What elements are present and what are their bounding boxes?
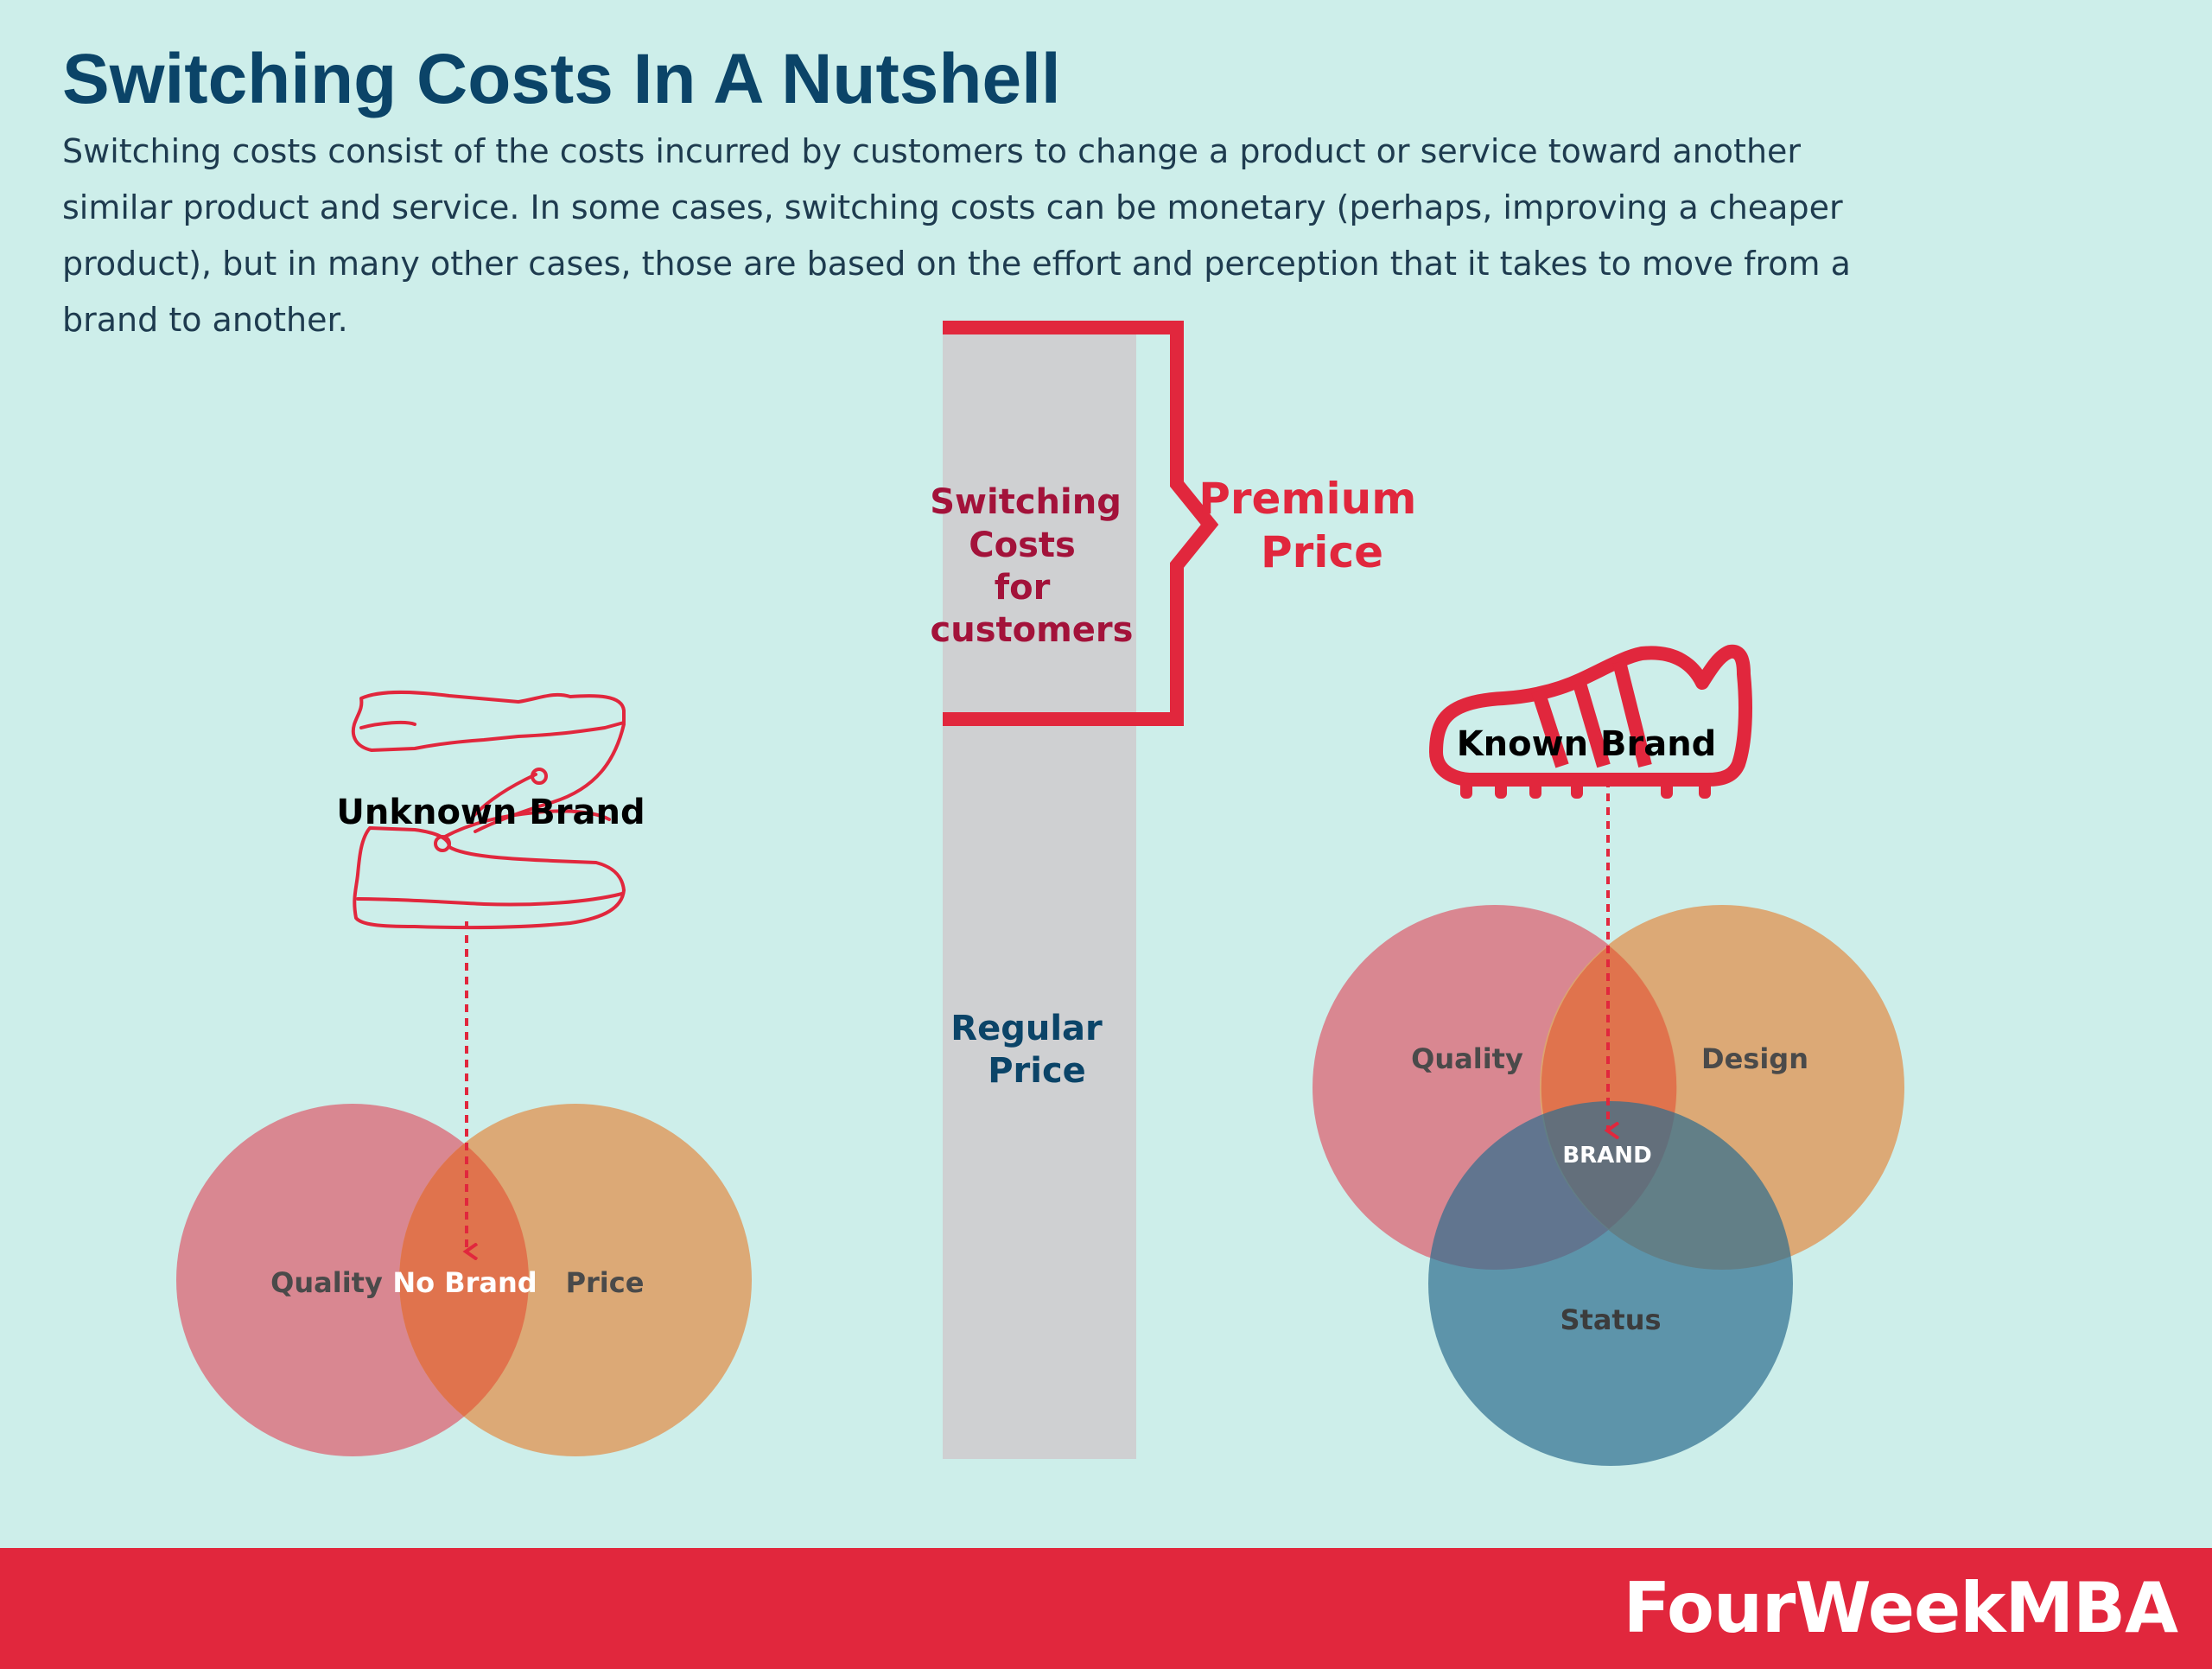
regular-price-label: Regular Price <box>950 1009 1114 1091</box>
venn-overlap-no-brand <box>399 1143 529 1417</box>
price-bar-column <box>943 327 1136 1459</box>
switching-line-4: customers <box>931 610 1134 650</box>
footer-bar: FourWeekMBA <box>0 1548 2212 1669</box>
known-brand-group: Known Brand Quality Design BRAND Status <box>1313 644 1904 1466</box>
regular-line-1: Regular <box>950 1009 1103 1048</box>
outline-shoe-icon <box>351 690 626 930</box>
premium-price-label: Premium Price <box>1198 474 1432 577</box>
venn-label-brand: BRAND <box>1562 1143 1651 1169</box>
cleat-studs <box>1460 778 1711 799</box>
cleat-shoe-icon <box>1429 644 1752 799</box>
venn-label-no-brand: No Brand <box>392 1266 537 1299</box>
venn-label-status: Status <box>1560 1303 1661 1336</box>
unknown-brand-group: Unknown Brand Quality No Brand Price <box>176 690 752 1456</box>
venn-circle-status <box>1428 1101 1793 1466</box>
price-bar: Switching Costs for customers Premium Pr… <box>930 321 1432 1459</box>
known-brand-label: Known Brand <box>1457 724 1717 764</box>
switching-line-2: Costs <box>969 526 1076 565</box>
unknown-venn: Quality No Brand Price <box>176 1104 752 1456</box>
venn-label-quality: Quality <box>270 1266 383 1299</box>
unknown-brand-label: Unknown Brand <box>336 793 645 832</box>
premium-line-1: Premium <box>1198 474 1416 524</box>
page-title: Switching Costs In A Nutshell <box>62 40 1061 118</box>
switching-costs-label: Switching Costs for customers <box>930 482 1134 650</box>
fourweekmba-logo: FourWeekMBA <box>1623 1568 2178 1648</box>
switching-line-3: for <box>995 568 1051 608</box>
venn-label-quality: Quality <box>1411 1042 1523 1075</box>
intro-paragraph: Switching costs consist of the costs inc… <box>62 132 1851 339</box>
premium-bracket <box>943 321 1219 726</box>
venn-label-design: Design <box>1701 1042 1808 1075</box>
regular-line-2: Price <box>988 1051 1086 1091</box>
venn-label-price: Price <box>566 1266 645 1299</box>
known-venn: Quality Design BRAND Status <box>1313 905 1904 1466</box>
switching-line-1: Switching <box>930 482 1122 522</box>
premium-line-2: Price <box>1261 527 1383 577</box>
